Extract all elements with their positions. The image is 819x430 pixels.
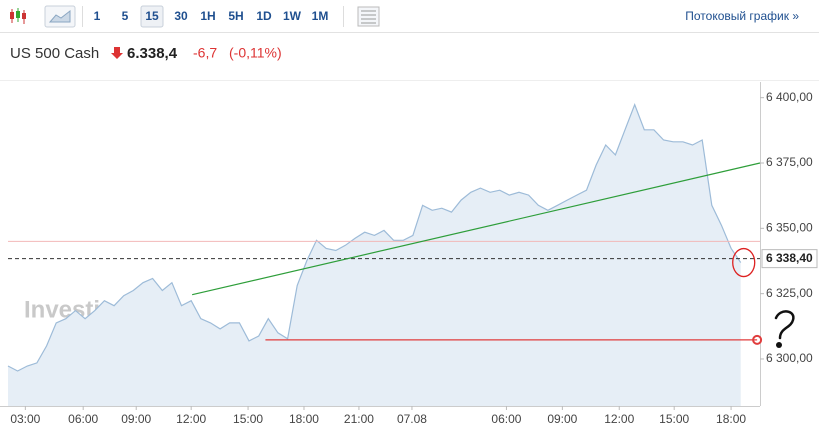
change: -6,7 bbox=[193, 45, 217, 61]
x-tick-label: 09:00 bbox=[121, 412, 151, 426]
down-arrow bbox=[111, 47, 123, 59]
interval-button[interactable]: 1H bbox=[200, 9, 215, 23]
support-marker bbox=[752, 334, 763, 345]
x-tick-label: 12:00 bbox=[176, 412, 206, 426]
interval-button[interactable]: 15 bbox=[145, 9, 159, 23]
change-percent: (-0,11%) bbox=[229, 45, 282, 61]
area-fill bbox=[8, 104, 741, 406]
current-price-label: 6 338,40 bbox=[766, 251, 813, 265]
current-price-box bbox=[761, 249, 818, 269]
question-dot bbox=[776, 342, 782, 348]
x-tick-label: 03:00 bbox=[10, 412, 40, 426]
y-tick-label: 6 325,00 bbox=[766, 286, 813, 300]
interval-button[interactable]: 1D bbox=[256, 9, 272, 23]
x-tick-label: 21:00 bbox=[344, 412, 374, 426]
area-icon[interactable] bbox=[44, 5, 76, 28]
price: 6.338,4 bbox=[127, 45, 178, 62]
x-tick-label: 15:00 bbox=[659, 412, 689, 426]
y-tick-label: 6 375,00 bbox=[766, 155, 813, 169]
table-icon[interactable] bbox=[357, 6, 380, 27]
last-point-circle bbox=[732, 247, 756, 278]
y-tick-label: 6 350,00 bbox=[766, 220, 813, 234]
x-tick-label: 15:00 bbox=[233, 412, 263, 426]
x-tick-label: 18:00 bbox=[289, 412, 319, 426]
selected-interval-box[interactable] bbox=[140, 5, 164, 28]
interval-button[interactable]: 5H bbox=[228, 9, 243, 23]
x-tick-label: 07.08 bbox=[397, 412, 427, 426]
trend-line bbox=[192, 162, 761, 296]
interval-button[interactable]: 5 bbox=[122, 9, 129, 23]
stream-link[interactable]: Потоковый график » bbox=[685, 9, 799, 23]
x-tick-label: 06:00 bbox=[68, 412, 98, 426]
x-tick-label: 06:00 bbox=[491, 412, 521, 426]
interval-button[interactable]: 1 bbox=[94, 9, 101, 23]
instrument-name: US 500 Cash bbox=[10, 45, 99, 62]
x-tick-label: 09:00 bbox=[547, 412, 577, 426]
candle-icon[interactable] bbox=[10, 8, 26, 24]
y-tick-label: 6 300,00 bbox=[766, 351, 813, 365]
x-tick-label: 12:00 bbox=[604, 412, 634, 426]
question-mark bbox=[774, 310, 795, 340]
interval-button[interactable]: 1M bbox=[312, 9, 329, 23]
interval-button[interactable]: 30 bbox=[174, 9, 188, 23]
price-line bbox=[7, 103, 742, 372]
y-tick-label: 6 400,00 bbox=[766, 90, 813, 104]
x-tick-label: 18:00 bbox=[716, 412, 746, 426]
interval-button[interactable]: 1W bbox=[283, 9, 302, 23]
